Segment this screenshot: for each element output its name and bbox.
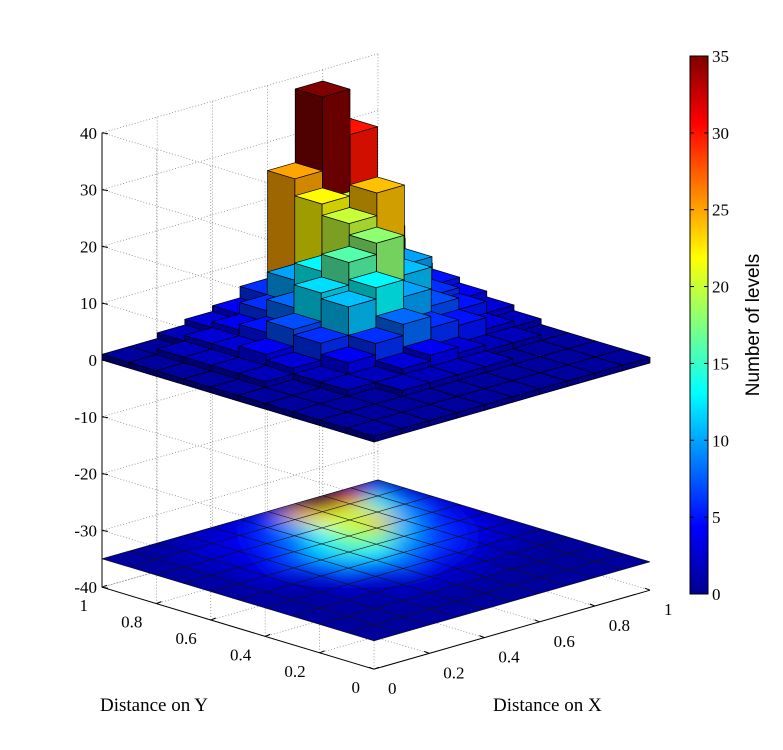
bar-face-top xyxy=(375,352,431,370)
bar-face-top xyxy=(320,346,376,364)
x-tick xyxy=(368,666,375,670)
contour-grid-line xyxy=(350,487,623,570)
bar-face-top xyxy=(293,276,350,294)
z-tick-label: 20 xyxy=(80,237,97,256)
z-tick xyxy=(101,473,109,476)
z-tick xyxy=(101,359,109,362)
y-axis-line xyxy=(101,586,375,670)
bar-face-top xyxy=(265,351,322,369)
contour-grid-line xyxy=(156,495,433,576)
colorbar-tick-label: 20 xyxy=(712,278,729,297)
z-tick xyxy=(101,189,109,192)
colorbar-tick-label: 0 xyxy=(712,585,721,604)
bars xyxy=(101,80,651,443)
z-tick-label: 10 xyxy=(80,294,97,313)
z-tick-label: -20 xyxy=(74,465,97,484)
contour-grid-line xyxy=(101,479,379,560)
bar-face-top xyxy=(348,226,405,244)
bar xyxy=(346,419,402,443)
contour-grid-line xyxy=(295,503,568,586)
bar-face-top xyxy=(238,365,294,383)
bar-face-top xyxy=(293,326,349,344)
x-tick-label: 0 xyxy=(388,679,397,698)
bar-face-top xyxy=(348,327,404,344)
y-tick-label: 0 xyxy=(352,678,361,697)
contour-plane xyxy=(101,479,651,642)
z-tick xyxy=(101,416,109,419)
contour-grid-line xyxy=(322,495,595,578)
bar-face-top xyxy=(267,162,323,180)
y-tick-label: 0.2 xyxy=(284,662,305,681)
x-tick-label: 0.4 xyxy=(498,648,520,667)
x-tick-label: 0.6 xyxy=(554,632,575,651)
x-axis-line xyxy=(373,589,651,670)
colorbar-tick-label: 10 xyxy=(712,431,729,450)
bar-face-top xyxy=(349,176,405,194)
contour-grid-line xyxy=(129,487,406,568)
bar-face-top xyxy=(375,307,432,325)
y-axis-label: Distance on Y xyxy=(100,695,208,716)
z-tick-label: 0 xyxy=(89,351,98,370)
x-tick-label: 1 xyxy=(664,600,673,619)
contour-grid-line xyxy=(237,520,515,601)
colorbar-tick-label: 15 xyxy=(712,354,729,373)
z-tick-label: -30 xyxy=(74,521,97,540)
x-tick-label: 0.8 xyxy=(609,616,630,635)
colorbar-gradient xyxy=(689,55,709,595)
y-tick xyxy=(319,650,325,654)
bar-face-top xyxy=(321,207,378,224)
y-tick-label: 1 xyxy=(80,596,89,615)
x-tick xyxy=(479,635,485,639)
bar-face-top xyxy=(238,337,294,355)
z-tick xyxy=(101,132,109,135)
y-tick-label: 0.8 xyxy=(121,613,142,632)
y-tick xyxy=(210,617,216,621)
bar-face-top xyxy=(320,373,376,391)
contour-grid-line xyxy=(183,504,460,584)
bar-face-top xyxy=(348,271,404,289)
y-tick-label: 0.6 xyxy=(176,629,197,648)
y-tick xyxy=(265,633,271,637)
x-axis-label: Distance on X xyxy=(493,695,602,716)
bar-face-top xyxy=(320,290,377,308)
colorbar-tick-label: 35 xyxy=(712,47,729,66)
z-tick-label: -10 xyxy=(74,408,97,427)
x-tick-label: 0.2 xyxy=(443,663,464,682)
colorbar-tick-label: 25 xyxy=(712,201,729,220)
x-tick xyxy=(589,603,595,607)
bar-face-top xyxy=(374,374,431,391)
colorbar-tick-label: 30 xyxy=(712,124,729,143)
z-tick xyxy=(101,529,109,532)
x-tick xyxy=(424,650,430,654)
contour-grid-line xyxy=(267,511,540,594)
colorbar-tick-label: 5 xyxy=(712,508,721,527)
y-tick xyxy=(101,584,108,588)
colorbar-label: Number of levels xyxy=(743,254,764,397)
x-tick xyxy=(644,587,651,591)
bar-face-top xyxy=(294,187,350,205)
bar-face-top xyxy=(346,419,402,437)
colorbar: 0 5 10 15 20 25 30 35 Number of levels xyxy=(689,47,764,604)
z-tick-label: 30 xyxy=(80,181,97,200)
bar-face-top xyxy=(266,312,322,330)
axes: -40-30-20-1001020304000.20.40.60.8100.20… xyxy=(74,124,672,698)
z-tick-label: 40 xyxy=(80,124,97,143)
z-tick-label: -40 xyxy=(74,578,97,597)
y-tick-label: 0.4 xyxy=(230,645,252,664)
contour-grid-line xyxy=(377,479,651,563)
bar-face-top xyxy=(294,80,351,98)
bar-face-top xyxy=(321,245,377,263)
contour-grid-line xyxy=(210,512,487,592)
x-tick xyxy=(534,619,540,623)
z-tick xyxy=(101,302,109,305)
y-tick xyxy=(156,601,162,605)
bar-face-top xyxy=(402,338,459,356)
z-tick xyxy=(101,245,109,248)
